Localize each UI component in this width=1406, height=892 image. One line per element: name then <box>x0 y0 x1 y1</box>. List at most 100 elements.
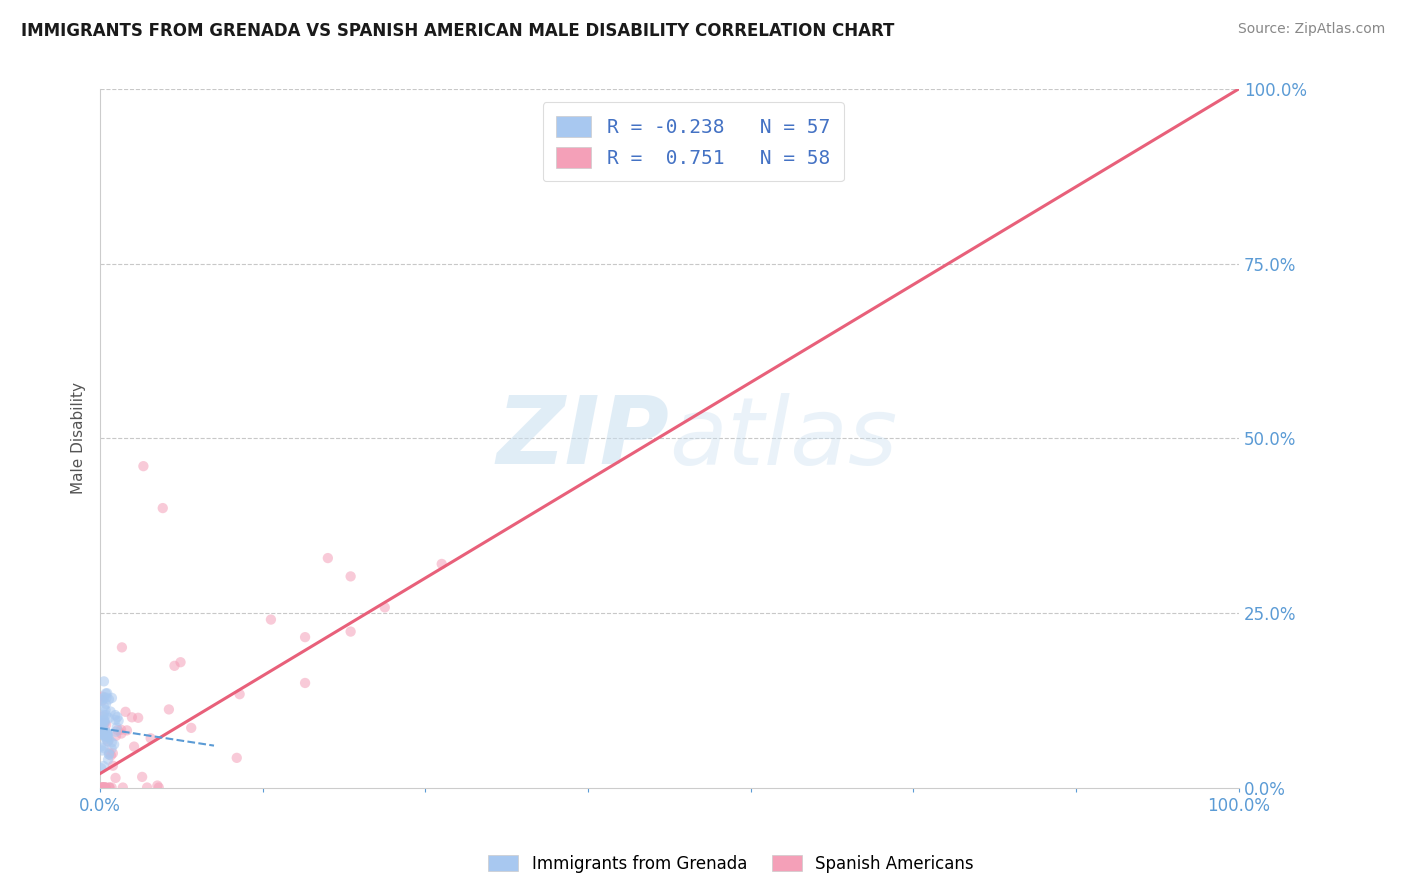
Point <box>94 703 117 717</box>
Point <box>122 739 145 754</box>
Point <box>146 779 169 793</box>
Point <box>374 600 396 615</box>
Point <box>294 630 316 644</box>
Point <box>90 723 112 737</box>
Point <box>94 728 117 742</box>
Point <box>93 728 115 742</box>
Point <box>100 705 122 719</box>
Point <box>139 731 162 746</box>
Point <box>107 714 129 728</box>
Point <box>169 655 191 669</box>
Point <box>104 729 127 743</box>
Point <box>316 551 339 566</box>
Point <box>100 741 122 756</box>
Point <box>103 738 125 752</box>
Point <box>93 780 115 795</box>
Point <box>94 729 117 743</box>
Point <box>93 674 115 689</box>
Legend: R = -0.238   N = 57, R =  0.751   N = 58: R = -0.238 N = 57, R = 0.751 N = 58 <box>543 102 844 181</box>
Legend: Immigrants from Grenada, Spanish Americans: Immigrants from Grenada, Spanish America… <box>482 848 980 880</box>
Point <box>225 751 247 765</box>
Point <box>111 640 134 655</box>
Point <box>180 721 202 735</box>
Point <box>98 747 121 762</box>
Point <box>91 722 114 736</box>
Point <box>114 705 136 719</box>
Point <box>127 711 149 725</box>
Point <box>96 707 118 722</box>
Point <box>93 714 115 728</box>
Point <box>91 780 114 795</box>
Point <box>97 747 120 762</box>
Point <box>148 780 170 795</box>
Point <box>104 708 127 723</box>
Point <box>96 717 118 731</box>
Point <box>96 731 118 746</box>
Point <box>105 720 128 734</box>
Point <box>96 686 118 700</box>
Point <box>90 739 112 754</box>
Point <box>97 734 120 748</box>
Point <box>91 693 114 707</box>
Point <box>115 723 138 738</box>
Point <box>90 761 112 775</box>
Point <box>91 780 114 795</box>
Point <box>111 780 134 795</box>
Point <box>93 728 115 742</box>
Point <box>131 770 153 784</box>
Point <box>91 690 114 704</box>
Point <box>91 714 114 729</box>
Point <box>98 692 121 706</box>
Point <box>93 730 115 744</box>
Point <box>91 725 114 739</box>
Point <box>91 709 114 723</box>
Point <box>101 690 124 705</box>
Point <box>96 726 118 740</box>
Y-axis label: Male Disability: Male Disability <box>72 382 86 494</box>
Point <box>91 723 114 738</box>
Point <box>93 780 115 795</box>
Point <box>93 714 115 728</box>
Point <box>93 759 115 773</box>
Point <box>121 710 143 724</box>
Point <box>91 713 114 727</box>
Point <box>93 690 115 705</box>
Point <box>94 715 117 730</box>
Point <box>339 569 361 583</box>
Point <box>101 735 124 749</box>
Point <box>91 719 114 733</box>
Point <box>93 699 115 714</box>
Text: atlas: atlas <box>669 392 897 483</box>
Point <box>157 702 180 716</box>
Point <box>132 459 155 474</box>
Point <box>91 709 114 723</box>
Point <box>101 747 124 761</box>
Point <box>100 780 122 795</box>
Point <box>107 723 129 737</box>
Point <box>163 658 186 673</box>
Point <box>91 780 114 795</box>
Point <box>98 780 121 795</box>
Point <box>97 711 120 725</box>
Point <box>136 780 159 795</box>
Point <box>260 613 283 627</box>
Point <box>93 707 115 722</box>
Point <box>94 780 117 795</box>
Point <box>91 780 114 795</box>
Point <box>104 771 127 785</box>
Point <box>100 748 122 763</box>
Point <box>94 686 117 700</box>
Point <box>101 758 124 772</box>
Point <box>96 728 118 742</box>
Point <box>93 716 115 731</box>
Point <box>110 726 132 740</box>
Point <box>104 724 127 739</box>
Point <box>97 730 120 744</box>
Point <box>430 557 453 571</box>
Point <box>104 713 127 727</box>
Point <box>93 741 115 756</box>
Point <box>91 743 114 757</box>
Point <box>94 780 117 795</box>
Point <box>339 624 361 639</box>
Point <box>90 694 112 708</box>
